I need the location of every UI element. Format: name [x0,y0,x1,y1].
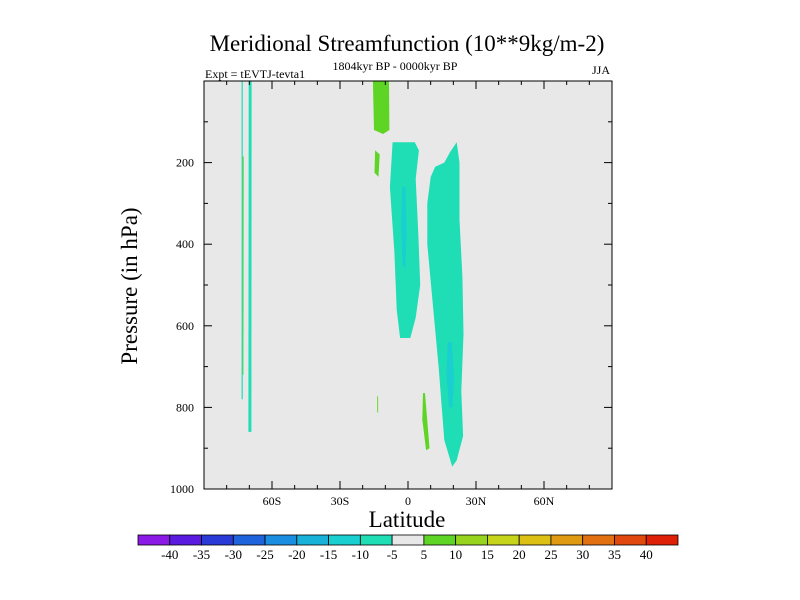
contour-region-sh-polar-negative-strip [248,81,252,432]
plot-frame [203,80,613,490]
colorbar-swatch [232,534,266,546]
y-tick-label: 600 [176,319,194,333]
colorbar-swatch [359,534,393,546]
colorbar-swatch [201,534,234,546]
y-tick-label: 1000 [170,482,194,496]
y-axis-title: Pressure (in hPa) [117,207,142,364]
period-label: 1804kyr BP - 0000kyr BP [333,59,458,73]
colorbar-swatch [296,534,329,546]
y-tick-label: 400 [176,237,194,251]
colorbar-label: -25 [256,547,273,562]
x-tick-label: 30S [331,494,350,508]
colorbar-swatch [550,534,584,546]
colorbar: -40 -35 -30 -25 -20 -15 -10 -5 5 10 15 20 25 30 35 40 [137,534,679,562]
colorbar-label: -10 [352,547,369,562]
y-tick-label: 200 [176,156,194,170]
colorbar-swatch [518,534,552,546]
colorbar-label: 15 [481,547,494,562]
colorbar-label: -20 [288,547,305,562]
colorbar-swatch [328,534,361,546]
colorbar-label: 5 [421,547,428,562]
x-axis-title: Latitude [369,507,446,532]
colorbar-swatch [487,534,520,546]
x-tick-label: 0 [405,494,411,508]
colorbar-swatch [614,534,647,546]
colorbar-label: 25 [544,547,557,562]
colorbar-label: 30 [576,547,589,562]
colorbar-label: 35 [608,547,621,562]
contour-region-nh-lower-positive [422,393,430,451]
axis-ticks: 60S 30S 0 30N 60N 200 400 600 800 1000 [170,81,612,508]
colorbar-label: -5 [387,547,398,562]
colorbar-swatch [169,534,202,546]
contour-fills [241,81,464,467]
contour-region-lower-positive-sliver [377,395,379,414]
colorbar-label: 20 [513,547,526,562]
colorbar-label: -15 [320,547,337,562]
colorbar-label: 10 [449,547,462,562]
x-tick-label: 60S [263,494,282,508]
colorbar-swatch [455,534,488,546]
colorbar-label: -40 [161,547,178,562]
experiment-label: Expt = tEVTJ-tevta1 [205,67,305,81]
colorbar-swatch [137,534,171,546]
y-tick-label: 800 [176,400,194,414]
colorbar-label: -35 [193,547,210,562]
contour-region-sh-polar-negative-thin [241,81,243,400]
chart-title: Meridional Streamfunction (10**9kg/m-2) [210,31,605,56]
x-tick-label: 30N [466,494,487,508]
colorbar-label: 40 [640,547,653,562]
contour-region-upper-positive-column [372,81,390,134]
season-label: JJA [592,63,610,77]
contour-region-nh-negative-cell [427,142,464,467]
contour-region-equatorial-negative-core [401,187,407,269]
contour-region-mid-positive-patch [374,150,380,177]
colorbar-swatch [582,534,615,546]
colorbar-swatch [423,534,457,546]
x-tick-label: 60N [534,494,555,508]
colorbar-label: -30 [225,547,242,562]
contour-region-nh-negative-core [446,342,454,408]
colorbar-swatch [391,534,425,546]
colorbar-swatch [264,534,298,546]
colorbar-swatch [645,534,679,546]
